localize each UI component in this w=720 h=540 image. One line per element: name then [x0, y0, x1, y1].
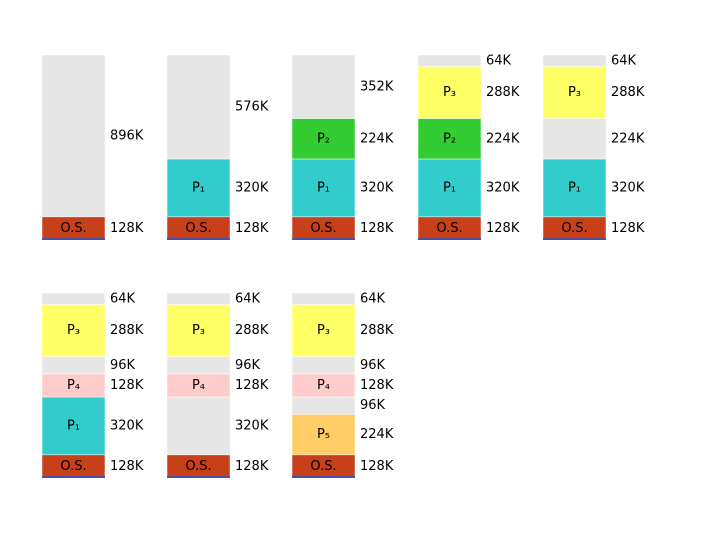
- size-label: 224K: [611, 131, 645, 146]
- memory-block: [41, 396, 106, 456]
- memory-block: [291, 356, 356, 375]
- block-label: P₄: [192, 378, 205, 393]
- size-label: 96K: [110, 358, 136, 373]
- block-label: P₄: [67, 378, 80, 393]
- size-label: 128K: [360, 221, 394, 236]
- memory-block: [41, 356, 106, 375]
- block-label: P₁: [192, 180, 205, 195]
- size-label: 64K: [110, 291, 136, 306]
- size-label: 64K: [611, 53, 637, 68]
- memory-block: [166, 356, 231, 375]
- size-label: 128K: [110, 459, 144, 474]
- size-label: 64K: [486, 53, 512, 68]
- memory-block: [166, 54, 231, 160]
- block-label: O.S.: [185, 221, 211, 236]
- block-label: P₁: [443, 180, 456, 195]
- size-label: 128K: [360, 459, 394, 474]
- memory-block: [166, 292, 231, 305]
- memory-block: [41, 292, 106, 305]
- block-label: P₅: [317, 427, 330, 442]
- memory-block: [291, 158, 356, 218]
- memory-block: [41, 304, 106, 357]
- size-label: 320K: [360, 180, 394, 195]
- size-label: 224K: [486, 131, 520, 146]
- block-label: O.S.: [310, 221, 336, 236]
- memory-block: [542, 66, 607, 119]
- block-label: P₁: [568, 180, 581, 195]
- block-label: P₄: [317, 378, 330, 393]
- size-label: 128K: [235, 459, 269, 474]
- block-label: O.S.: [310, 459, 336, 474]
- size-label: 288K: [360, 323, 394, 338]
- size-label: 320K: [611, 180, 645, 195]
- memory-block: [542, 54, 607, 67]
- memory-block: [417, 54, 482, 67]
- size-label: 288K: [486, 85, 520, 100]
- block-label: O.S.: [60, 459, 86, 474]
- block-label: P₃: [443, 85, 456, 100]
- block-label: P₂: [443, 131, 456, 146]
- block-label: O.S.: [60, 221, 86, 236]
- size-label: 320K: [110, 418, 144, 433]
- block-label: O.S.: [436, 221, 462, 236]
- size-label: 288K: [235, 323, 269, 338]
- size-label: 352K: [360, 79, 394, 94]
- size-label: 128K: [611, 221, 645, 236]
- size-label: 64K: [360, 291, 386, 306]
- size-label: 96K: [360, 398, 386, 413]
- size-label: 576K: [235, 100, 269, 115]
- memory-block: [41, 54, 106, 218]
- memory-block: [166, 158, 231, 218]
- size-label: 64K: [235, 291, 261, 306]
- size-label: 128K: [360, 378, 394, 393]
- size-label: 96K: [235, 358, 261, 373]
- memory-block: [291, 118, 356, 160]
- size-label: 896K: [110, 128, 144, 143]
- memory-block: [417, 66, 482, 119]
- size-label: 320K: [235, 418, 269, 433]
- size-label: 128K: [110, 221, 144, 236]
- block-label: O.S.: [561, 221, 587, 236]
- size-label: 128K: [235, 221, 269, 236]
- size-label: 128K: [486, 221, 520, 236]
- size-label: 288K: [110, 323, 144, 338]
- memory-block: [291, 396, 356, 415]
- size-label: 320K: [486, 180, 520, 195]
- memory-block: [166, 396, 231, 456]
- size-label: 288K: [611, 85, 645, 100]
- memory-block: [291, 292, 356, 305]
- block-label: P₃: [192, 323, 205, 338]
- block-label: P₃: [317, 323, 330, 338]
- memory-block: [542, 118, 607, 160]
- size-label: 320K: [235, 180, 269, 195]
- block-label: O.S.: [185, 459, 211, 474]
- size-label: 128K: [110, 378, 144, 393]
- block-label: P₁: [67, 418, 80, 433]
- size-label: 224K: [360, 131, 394, 146]
- block-label: P₁: [317, 180, 330, 195]
- memory-block: [291, 414, 356, 456]
- size-label: 224K: [360, 427, 394, 442]
- memory-block: [291, 304, 356, 357]
- size-label: 128K: [235, 378, 269, 393]
- block-label: P₃: [568, 85, 581, 100]
- size-label: 96K: [360, 358, 386, 373]
- memory-block: [291, 54, 356, 119]
- block-label: P₃: [67, 323, 80, 338]
- block-label: P₂: [317, 131, 330, 146]
